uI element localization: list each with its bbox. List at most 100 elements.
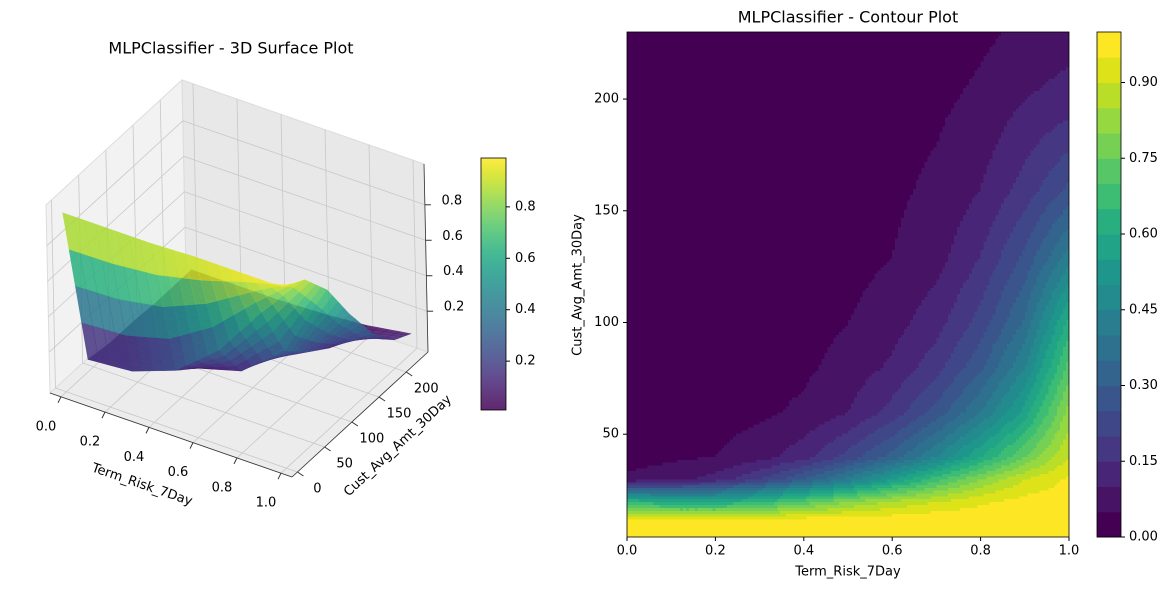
contour-cell	[671, 490, 716, 494]
contour-cell	[803, 128, 849, 133]
contour-cell	[627, 176, 672, 181]
contour-cell	[856, 456, 879, 460]
contour-cell	[980, 167, 988, 172]
contour-cell	[715, 464, 734, 469]
contour-cell	[627, 131, 672, 136]
contour-cell	[980, 447, 991, 452]
contour-cell	[892, 179, 917, 184]
contour-cell	[1045, 376, 1055, 380]
contour-cell	[980, 235, 988, 239]
contour-cell	[989, 49, 1026, 54]
contour-cell	[833, 492, 849, 497]
contour-cell	[1024, 310, 1035, 315]
contour-cell	[715, 414, 761, 419]
contour-cell	[803, 423, 820, 428]
contour-cell	[1054, 414, 1064, 419]
contour-cell	[980, 476, 988, 480]
contour-cell	[1024, 304, 1029, 309]
contour-cell	[727, 441, 761, 446]
contour-cell	[892, 137, 937, 142]
contour-cell	[1024, 78, 1049, 83]
contour-cell	[980, 69, 1026, 74]
contour-cell	[756, 490, 761, 494]
contour-cell	[980, 258, 999, 262]
contour-cell	[762, 487, 787, 491]
contour-cell	[1054, 325, 1064, 330]
contour-cell	[1024, 161, 1058, 166]
contour-cell	[848, 176, 893, 181]
contour-cell	[848, 246, 893, 251]
contour-cell	[671, 272, 716, 277]
contour-cell	[980, 388, 996, 392]
contour-cell	[1051, 252, 1064, 257]
contour-cell	[759, 252, 805, 257]
contour-cell	[671, 200, 716, 204]
contour-cell	[671, 516, 716, 520]
contour-cell	[856, 391, 893, 395]
contour-cell	[936, 170, 982, 175]
contour-cell	[962, 490, 982, 494]
contour-cell	[1018, 325, 1026, 330]
contour-cell	[627, 134, 672, 139]
contour-cell	[715, 498, 743, 502]
contour-cell	[948, 319, 973, 324]
contour-cell	[759, 58, 805, 62]
contour-cell	[671, 432, 716, 437]
contour-cell	[954, 429, 970, 434]
contour-cell	[980, 113, 1014, 118]
contour-cell	[942, 467, 961, 472]
contour-cell	[803, 240, 849, 245]
y-tick-label: 50	[336, 457, 353, 472]
contour-cell	[736, 476, 761, 480]
contour-cell	[671, 69, 716, 74]
contour-cell	[936, 296, 958, 300]
contour-cell	[930, 456, 937, 460]
contour-cell	[936, 429, 955, 434]
contour-cell	[627, 113, 672, 118]
contour-cell	[627, 473, 672, 477]
contour-cell	[1004, 243, 1026, 248]
contour-cell	[948, 481, 970, 486]
surface-patch	[271, 283, 289, 288]
contour-cell	[803, 417, 831, 422]
contour-cell	[850, 481, 873, 486]
contour-cell	[957, 450, 973, 455]
contour-cell	[957, 438, 973, 443]
contour-cell	[980, 319, 991, 324]
contour-cell	[848, 69, 893, 74]
contour-cell	[671, 358, 716, 362]
contour-cell	[998, 417, 1014, 422]
contour-cell	[992, 316, 1008, 321]
contour-cell	[1066, 287, 1069, 292]
contour-cell	[954, 417, 970, 422]
contour-cell	[715, 405, 761, 410]
contour-cell	[803, 188, 849, 192]
contour-cell	[803, 167, 849, 172]
contour-cell	[627, 40, 672, 45]
contour-cell	[848, 299, 861, 303]
contour-cell	[933, 284, 937, 289]
contour-cell	[671, 393, 716, 398]
contour-cell	[627, 188, 672, 192]
contour-cell	[951, 352, 973, 356]
contour-cell	[1024, 316, 1035, 321]
contour-cell	[1004, 246, 1026, 251]
contour-cell	[671, 197, 716, 201]
contour-cell	[1024, 281, 1038, 286]
contour-cell	[715, 423, 755, 428]
contour-cell	[671, 167, 716, 172]
contour-cell	[892, 264, 937, 268]
contour-cell	[898, 235, 937, 239]
contour-cell	[1001, 399, 1014, 404]
contour-cell	[1021, 343, 1026, 347]
contour-cell	[936, 349, 955, 353]
contour-cell	[759, 388, 805, 392]
contour-cell	[803, 81, 849, 86]
contour-cell	[980, 152, 993, 157]
contour-cell	[1015, 176, 1026, 181]
contour-cell	[948, 385, 967, 389]
contour-cell	[803, 447, 823, 452]
contour-cell	[1060, 214, 1069, 219]
contour-cell	[780, 462, 805, 466]
contour-cell	[803, 510, 843, 514]
